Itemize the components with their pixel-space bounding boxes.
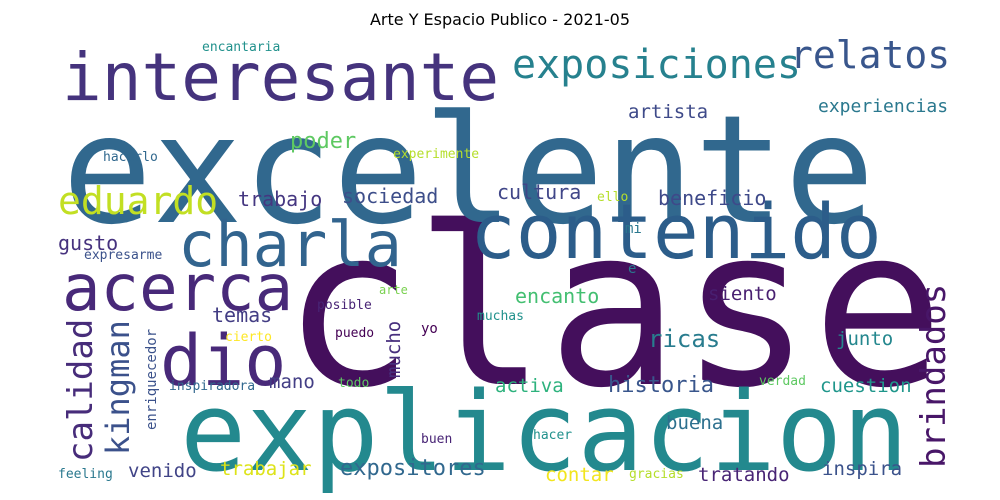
word-experiencias: experiencias xyxy=(818,96,948,117)
word-gracias: gracias xyxy=(629,467,684,482)
word-tratando: tratando xyxy=(698,464,790,486)
word-encanto: encanto xyxy=(515,284,599,308)
word-siento: siento xyxy=(708,283,777,305)
word-venido: venido xyxy=(128,460,197,482)
word-mucho: mucho xyxy=(383,321,405,378)
word-sociedad: sociedad xyxy=(342,184,438,208)
word-relatos: relatos xyxy=(790,33,950,77)
word-yo: yo xyxy=(421,321,438,337)
word-historia: historia xyxy=(608,373,714,398)
word-ello: ello xyxy=(597,190,628,205)
word-beneficio: beneficio xyxy=(658,186,766,210)
word-trabajar: trabajar xyxy=(220,458,312,480)
word-explicacion: explicacion xyxy=(180,368,908,496)
word-experimente: experimente xyxy=(393,147,479,162)
word-mano: mano xyxy=(269,371,315,393)
word-encantaria: encantaria xyxy=(202,40,280,55)
word-verdad: verdad xyxy=(759,374,806,389)
word-exposiciones: exposiciones xyxy=(512,42,801,88)
word-cuestion: cuestion xyxy=(820,375,912,397)
word-posible: posible xyxy=(317,298,372,313)
word-feeling: feeling xyxy=(58,467,113,482)
word-cultura: cultura xyxy=(497,180,581,204)
word-contenido: contenido xyxy=(470,187,882,276)
word-e: e xyxy=(628,261,636,277)
word-artista: artista xyxy=(628,101,708,123)
word-temas: temas xyxy=(212,303,272,327)
word-cierto: cierto xyxy=(225,330,272,345)
word-enriquecedor: enriquecedor xyxy=(144,329,160,430)
word-clase: clase xyxy=(282,180,944,436)
word-buena: buena xyxy=(666,412,723,434)
word-hacerlo: hacerlo xyxy=(103,150,158,165)
word-inspira: inspira xyxy=(822,458,902,480)
word-eduardo: eduardo xyxy=(58,179,218,223)
word-expositores: expositores xyxy=(340,456,486,481)
word-hacer: hacer xyxy=(533,428,572,443)
word-interesante: interesante xyxy=(62,39,499,116)
word-trabajo: trabajo xyxy=(238,187,322,211)
word-muchas: muchas xyxy=(477,309,524,324)
word-ricas: ricas xyxy=(648,325,720,353)
word-gusto: gusto xyxy=(58,231,118,255)
word-contar: contar xyxy=(545,464,614,486)
word-inspiradora: inspiradora xyxy=(169,379,255,394)
word-charla: charla xyxy=(178,208,402,281)
word-kingman: kingman xyxy=(99,320,137,455)
word-todo: todo xyxy=(338,376,369,391)
word-dio: dio xyxy=(160,320,286,402)
word-arte: arte xyxy=(379,283,408,297)
word-excelente: excelente xyxy=(62,84,875,258)
word-activa: activa xyxy=(495,375,564,397)
word-calidad: calidad xyxy=(61,319,101,462)
word-puedo: puedo xyxy=(335,326,374,341)
word-junto: junto xyxy=(836,328,893,350)
word-poder: poder xyxy=(290,129,356,154)
word-acerca: acerca xyxy=(62,252,293,326)
chart-title: Arte Y Espacio Publico - 2021-05 xyxy=(369,10,631,29)
word-brindados: brindados xyxy=(914,284,954,468)
word-buen: buen xyxy=(421,432,452,447)
word-expresarme: expresarme xyxy=(84,248,162,263)
word-mi: mi xyxy=(625,221,642,237)
